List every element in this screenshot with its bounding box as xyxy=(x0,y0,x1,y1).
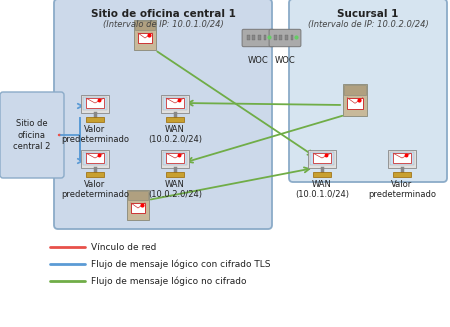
FancyBboxPatch shape xyxy=(134,20,156,50)
Text: Flujo de mensaje lógico no cifrado: Flujo de mensaje lógico no cifrado xyxy=(91,276,247,286)
FancyBboxPatch shape xyxy=(81,149,109,168)
Text: Sucursal 1: Sucursal 1 xyxy=(338,9,399,19)
FancyBboxPatch shape xyxy=(86,172,104,177)
Text: Valor
predeterminado: Valor predeterminado xyxy=(368,180,436,199)
Bar xyxy=(274,35,277,40)
FancyBboxPatch shape xyxy=(313,172,331,177)
FancyBboxPatch shape xyxy=(163,96,187,110)
Text: Valor
predeterminado: Valor predeterminado xyxy=(61,180,129,199)
Text: WOC: WOC xyxy=(248,56,268,65)
FancyBboxPatch shape xyxy=(344,85,366,95)
Text: WOC: WOC xyxy=(274,56,295,65)
Text: Vínculo de red: Vínculo de red xyxy=(91,243,157,251)
Text: Sitio de
oficina
central 2: Sitio de oficina central 2 xyxy=(14,119,51,151)
FancyBboxPatch shape xyxy=(86,153,104,163)
FancyBboxPatch shape xyxy=(343,84,367,116)
FancyBboxPatch shape xyxy=(390,152,414,165)
Bar xyxy=(258,35,261,40)
FancyBboxPatch shape xyxy=(166,172,184,177)
FancyBboxPatch shape xyxy=(166,153,184,163)
Text: WAN
(10.0.1.0/24): WAN (10.0.1.0/24) xyxy=(295,180,349,199)
Bar xyxy=(279,35,282,40)
FancyBboxPatch shape xyxy=(161,95,189,113)
FancyBboxPatch shape xyxy=(388,149,416,168)
FancyBboxPatch shape xyxy=(269,29,301,47)
FancyBboxPatch shape xyxy=(163,152,187,165)
FancyBboxPatch shape xyxy=(347,98,363,109)
Bar xyxy=(285,35,288,40)
FancyBboxPatch shape xyxy=(83,152,107,165)
Bar xyxy=(291,35,293,40)
FancyBboxPatch shape xyxy=(310,152,334,165)
FancyBboxPatch shape xyxy=(166,98,184,108)
FancyBboxPatch shape xyxy=(131,203,145,213)
Bar xyxy=(247,35,250,40)
FancyBboxPatch shape xyxy=(86,98,104,108)
FancyBboxPatch shape xyxy=(161,149,189,168)
FancyBboxPatch shape xyxy=(242,29,274,47)
FancyBboxPatch shape xyxy=(289,0,447,182)
FancyBboxPatch shape xyxy=(138,33,152,43)
FancyBboxPatch shape xyxy=(393,153,411,163)
FancyBboxPatch shape xyxy=(81,95,109,113)
FancyBboxPatch shape xyxy=(135,21,155,30)
Text: Sitio de oficina central 1: Sitio de oficina central 1 xyxy=(90,9,235,19)
FancyBboxPatch shape xyxy=(83,96,107,110)
Text: (Intervalo de IP: 10.0.2.0/24): (Intervalo de IP: 10.0.2.0/24) xyxy=(308,20,428,28)
Text: Valor
predeterminado: Valor predeterminado xyxy=(61,125,129,144)
FancyBboxPatch shape xyxy=(308,149,336,168)
FancyBboxPatch shape xyxy=(0,92,64,178)
FancyBboxPatch shape xyxy=(86,117,104,122)
FancyBboxPatch shape xyxy=(128,191,148,200)
Bar xyxy=(252,35,255,40)
Text: (Intervalo de IP: 10.0.1.0/24): (Intervalo de IP: 10.0.1.0/24) xyxy=(103,20,223,28)
FancyBboxPatch shape xyxy=(54,0,272,229)
FancyBboxPatch shape xyxy=(313,153,331,163)
Text: WAN
(10.0.2.0/24): WAN (10.0.2.0/24) xyxy=(148,180,202,199)
FancyBboxPatch shape xyxy=(393,172,411,177)
FancyBboxPatch shape xyxy=(127,190,149,220)
Text: WAN
(10.0.2.0/24): WAN (10.0.2.0/24) xyxy=(148,125,202,144)
Bar xyxy=(264,35,266,40)
Text: Flujo de mensaje lógico con cifrado TLS: Flujo de mensaje lógico con cifrado TLS xyxy=(91,259,270,269)
FancyBboxPatch shape xyxy=(166,117,184,122)
